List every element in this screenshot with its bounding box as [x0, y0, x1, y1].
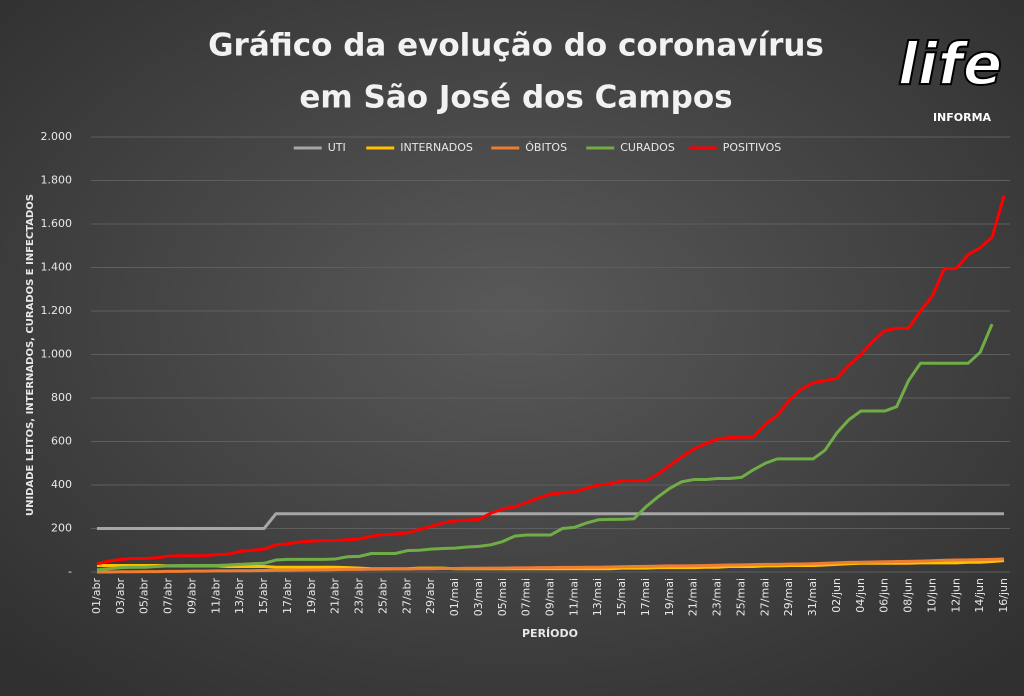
chart-title: em São José dos Campos: [299, 80, 732, 116]
chart-title: Gráfico da evolução do coronavírus: [208, 28, 824, 64]
y-tick-label: 400: [51, 478, 72, 491]
x-tick-label: 11/mai: [567, 578, 580, 616]
series-line: [96, 512, 1005, 530]
x-tick-label: 07/abr: [162, 578, 175, 614]
x-tick-label: 27/mai: [758, 578, 771, 616]
x-tick-label: 13/abr: [233, 578, 246, 614]
y-tick-label: 1.800: [41, 174, 73, 187]
y-tick-label: 600: [51, 435, 72, 448]
x-tick-label: 14/jun: [973, 578, 986, 613]
x-tick-label: 19/mai: [663, 578, 676, 616]
x-tick-label: 25/mai: [734, 578, 747, 616]
legend-label: POSITIVOS: [723, 141, 781, 154]
y-axis-title: UNIDADE LEITOS, INTERNADOS, CURADOS E IN…: [25, 194, 36, 516]
x-tick-label: 12/jun: [949, 578, 962, 613]
x-tick-label: 02/jun: [830, 578, 843, 613]
x-tick-label: 03/abr: [114, 578, 127, 614]
y-tick-label: 200: [51, 522, 72, 535]
x-tick-label: 15/mai: [615, 578, 628, 616]
x-tick-label: 09/abr: [185, 578, 198, 614]
x-axis-title: PERÍODO: [522, 627, 578, 640]
x-tick-label: 05/mai: [496, 578, 509, 616]
x-tick-label: 19/abr: [305, 578, 318, 614]
y-tick-label: 1.000: [41, 348, 73, 361]
y-tick-label: 1.400: [41, 261, 73, 274]
y-tick-label: 1.200: [41, 304, 73, 317]
x-tick-label: 03/mai: [472, 578, 485, 616]
y-tick-label: 800: [51, 391, 72, 404]
x-tick-label: 23/mai: [711, 578, 724, 616]
x-tick-label: 13/mai: [591, 578, 604, 616]
y-tick-label: -: [68, 565, 72, 578]
series-line: [96, 195, 1006, 566]
x-tick-label: 10/jun: [925, 578, 938, 613]
y-tick-label: 2.000: [41, 130, 73, 143]
x-tick-label: 29/abr: [424, 578, 437, 614]
x-tick-label: 21/abr: [329, 578, 342, 614]
y-tick-label: 1.600: [41, 217, 73, 230]
x-tick-label: 23/abr: [353, 578, 366, 614]
x-tick-label: 06/jun: [878, 578, 891, 613]
legend-label: ÓBITOS: [525, 141, 567, 154]
logo-sub: INFORMA: [933, 111, 992, 124]
x-tick-label: 07/mai: [520, 578, 533, 616]
series-line: [96, 557, 1005, 574]
series-line: [96, 323, 994, 572]
x-tick-label: 21/mai: [687, 578, 700, 616]
x-tick-label: 29/mai: [782, 578, 795, 616]
x-tick-label: 16/jun: [997, 578, 1010, 613]
legend-label: INTERNADOS: [400, 141, 473, 154]
x-tick-label: 17/mai: [639, 578, 652, 616]
x-tick-label: 25/abr: [376, 578, 389, 614]
x-tick-label: 04/jun: [854, 578, 867, 613]
x-tick-label: 05/abr: [138, 578, 151, 614]
x-tick-label: 01/abr: [90, 578, 103, 614]
x-tick-label: 08/jun: [902, 578, 915, 613]
x-tick-label: 31/mai: [806, 578, 819, 616]
x-tick-label: 27/abr: [400, 578, 413, 614]
x-tick-label: 01/mai: [448, 578, 461, 616]
x-tick-label: 09/mai: [544, 578, 557, 616]
logo: life: [898, 30, 1002, 98]
legend-label: UTI: [328, 141, 346, 154]
x-tick-label: 17/abr: [281, 578, 294, 614]
legend-label: CURADOS: [620, 141, 675, 154]
x-tick-label: 11/abr: [209, 578, 222, 614]
x-tick-label: 15/abr: [257, 578, 270, 614]
